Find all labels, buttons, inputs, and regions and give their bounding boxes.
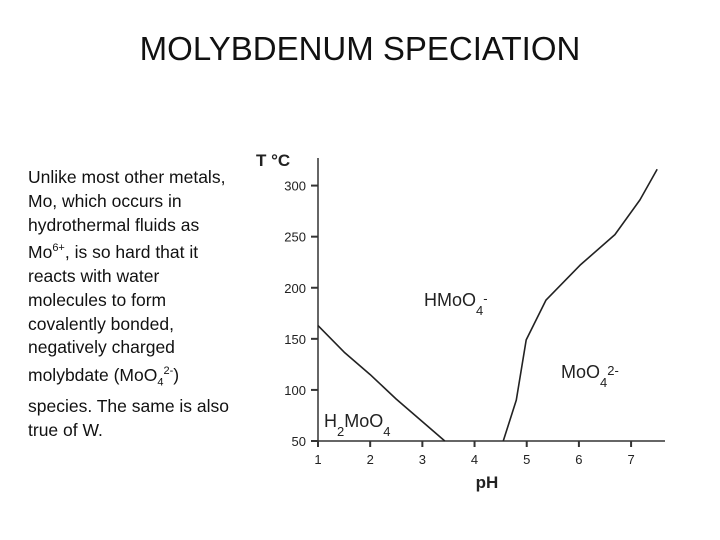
y-tick-label: 150 (284, 332, 306, 347)
body-text: Unlike most other metals, Mo, which occu… (28, 167, 226, 263)
y-tick-label: 250 (284, 230, 306, 245)
x-tick-label: 3 (419, 452, 426, 467)
label-text: MoO (561, 362, 600, 382)
y-tick-label: 300 (284, 179, 306, 194)
label-script: 4 (600, 375, 607, 390)
superscript: 2- (163, 365, 174, 378)
body-text: ) species. The same is also true of W. (28, 365, 230, 441)
region-label: H2MoO4 (324, 411, 390, 439)
label-text: HMoO (424, 290, 476, 310)
x-tick-label: 6 (575, 452, 582, 467)
superscript: 6+ (52, 242, 65, 255)
label-script: 2- (607, 363, 619, 378)
region-label: MoO42- (561, 362, 619, 390)
x-tick-label: 2 (367, 452, 374, 467)
label-script: - (483, 291, 487, 306)
region-label: HMoO4- (424, 290, 488, 318)
boundary-line (502, 168, 658, 442)
label-script: 4 (476, 303, 483, 318)
x-tick-label: 5 (523, 452, 530, 467)
x-tick-label: 1 (314, 452, 321, 467)
x-axis-label: pH (476, 473, 499, 492)
slide-title: MOLYBDENUM SPECIATION (139, 30, 581, 67)
x-tick-label: 7 (627, 452, 634, 467)
y-tick-label: 200 (284, 281, 306, 296)
body-text: Unlike most other metals, Mo, which occu… (28, 166, 240, 443)
label-script: 4 (383, 424, 390, 439)
label-text: H (324, 411, 337, 431)
x-tick-label: 4 (471, 452, 478, 467)
y-axis-label: T °C (256, 151, 290, 170)
label-text: MoO (344, 411, 383, 431)
subscript: 4 (157, 376, 164, 389)
boundary-line (317, 324, 446, 442)
y-tick-label: 50 (292, 434, 306, 449)
body-text: , is so hard that it reacts with water m… (28, 242, 199, 386)
label-script: 2 (337, 424, 344, 439)
y-tick-label: 100 (284, 383, 306, 398)
